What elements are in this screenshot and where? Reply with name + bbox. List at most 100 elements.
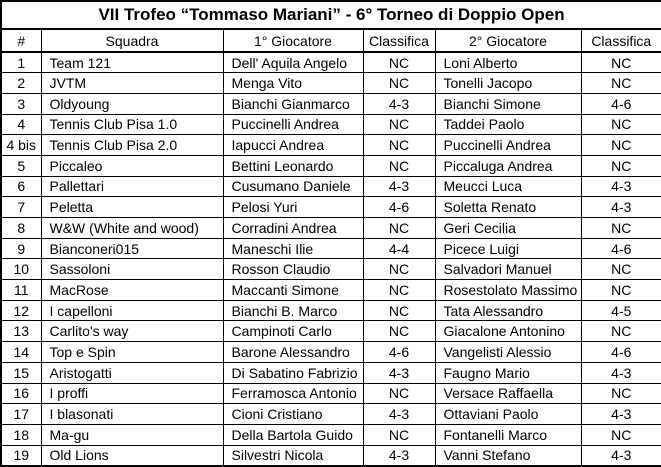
player1-cell: Cioni Cristiano bbox=[222, 403, 364, 425]
player1-cell: Pelosi Yuri bbox=[222, 196, 364, 218]
table-row: 4 bis Tennis Club Pisa 2.0 Iapucci Andrea N… bbox=[0, 134, 661, 156]
player2-cell: Giacalone Antonino bbox=[434, 320, 582, 343]
team-cell: Oldyoung bbox=[40, 92, 224, 115]
ranking2-cell: NC bbox=[580, 113, 661, 136]
column-header-row: # Squadra 1° Giocatore Classifica 2° Gio… bbox=[0, 28, 661, 53]
player2-cell: Meucci Luca bbox=[434, 175, 582, 198]
ranking1-cell: NC bbox=[362, 299, 436, 322]
player1-cell: Rosson Claudio bbox=[222, 258, 364, 281]
team-cell: I blasonati bbox=[40, 403, 224, 425]
ranking1-cell: NC bbox=[362, 72, 436, 94]
ranking2-cell: NC bbox=[580, 217, 661, 239]
player1-cell: Bettini Leonardo bbox=[222, 154, 364, 177]
player1-cell: Dell' Aquila Angelo bbox=[222, 51, 364, 74]
player2-cell: Tonelli Jacopo bbox=[434, 72, 582, 94]
ranking1-cell: NC bbox=[362, 113, 436, 136]
ranking1-cell: 4-3 bbox=[362, 444, 436, 467]
player2-cell: Picece Luigi bbox=[434, 237, 582, 260]
row-number-cell: 11 bbox=[0, 279, 42, 301]
ranking2-cell: NC bbox=[580, 279, 661, 301]
table-row: 1 Team 121 Dell' Aquila Angelo NC Loni Alber… bbox=[0, 51, 661, 74]
column-header-classifica2: Classifica bbox=[580, 28, 661, 53]
player1-cell: Menga Vito bbox=[222, 72, 364, 94]
table-row: 3 Oldyoung Bianchi Gianmarco 4-3 Bianchi Sim… bbox=[0, 92, 661, 115]
table-row: 11 MacRose Maccanti Simone NC Rosestolato Ma… bbox=[0, 279, 661, 301]
table-row: 7 Peletta Pelosi Yuri 4-6 Soletta Renato 4-3 bbox=[0, 196, 661, 218]
player2-cell: Rosestolato Massimo bbox=[434, 279, 582, 301]
ranking2-cell: 4-3 bbox=[580, 196, 661, 218]
player1-cell: Corradini Andrea bbox=[222, 217, 364, 239]
row-number-cell: 7 bbox=[0, 196, 42, 218]
team-cell: I capelloni bbox=[40, 299, 224, 322]
ranking2-cell: 4-6 bbox=[580, 237, 661, 260]
player1-cell: Iapucci Andrea bbox=[222, 134, 364, 156]
row-number-cell: 6 bbox=[0, 175, 42, 198]
table-row: 14 Top e Spin Barone Alessandro 4-6 Vangelis… bbox=[0, 341, 661, 363]
ranking1-cell: 4-3 bbox=[362, 403, 436, 425]
player1-cell: Maneschi Ilie bbox=[222, 237, 364, 260]
table-row: 18 Ma-gu Della Bartola Guido NC Fontanelli M… bbox=[0, 423, 661, 446]
player1-cell: Barone Alessandro bbox=[222, 341, 364, 363]
team-cell: Ma-gu bbox=[40, 423, 224, 446]
player1-cell: Ferramosca Antonio bbox=[222, 382, 364, 405]
ranking2-cell: NC bbox=[580, 258, 661, 281]
team-cell: Top e Spin bbox=[40, 341, 224, 363]
player2-cell: Faugno Mario bbox=[434, 361, 582, 384]
table-body: 1 Team 121 Dell' Aquila Angelo NC Loni Alber… bbox=[0, 51, 661, 467]
ranking1-cell: 4-3 bbox=[362, 92, 436, 115]
ranking2-cell: NC bbox=[580, 382, 661, 405]
ranking1-cell: NC bbox=[362, 279, 436, 301]
page-title: VII Trofeo “Tommaso Mariani” - 6° Torneo… bbox=[0, 0, 661, 30]
ranking2-cell: NC bbox=[580, 320, 661, 343]
team-cell: Carlito's way bbox=[40, 320, 224, 343]
player2-cell: Geri Cecilia bbox=[434, 217, 582, 239]
team-cell: Pallettari bbox=[40, 175, 224, 198]
player2-cell: Vanni Stefano bbox=[434, 444, 582, 467]
ranking2-cell: NC bbox=[580, 51, 661, 74]
row-number-cell: 8 bbox=[0, 217, 42, 239]
row-number-cell: 19 bbox=[0, 444, 42, 467]
ranking2-cell: NC bbox=[580, 154, 661, 177]
row-number-cell: 2 bbox=[0, 72, 42, 94]
player1-cell: Di Sabatino Fabrizio bbox=[222, 361, 364, 384]
row-number-cell: 9 bbox=[0, 237, 42, 260]
row-number-cell: 18 bbox=[0, 423, 42, 446]
ranking1-cell: NC bbox=[362, 154, 436, 177]
row-number-cell: 17 bbox=[0, 403, 42, 425]
player1-cell: Bianchi Gianmarco bbox=[222, 92, 364, 115]
ranking1-cell: NC bbox=[362, 320, 436, 343]
team-cell: Peletta bbox=[40, 196, 224, 218]
player1-cell: Bianchi B. Marco bbox=[222, 299, 364, 322]
column-header-classifica1: Classifica bbox=[362, 28, 436, 53]
table-row: 6 Pallettari Cusumano Daniele 4-3 Meucci Luc… bbox=[0, 175, 661, 198]
ranking1-cell: 4-4 bbox=[362, 237, 436, 260]
player1-cell: Campinoti Carlo bbox=[222, 320, 364, 343]
player2-cell: Taddei Paolo bbox=[434, 113, 582, 136]
table-row: 4 Tennis Club Pisa 1.0 Puccinelli Andrea NC… bbox=[0, 113, 661, 136]
row-number-cell: 4 bis bbox=[0, 134, 42, 156]
table-row: 9 Bianconeri015 Maneschi Ilie 4-4 Picece Lui… bbox=[0, 237, 661, 260]
ranking1-cell: NC bbox=[362, 423, 436, 446]
team-cell: Aristogatti bbox=[40, 361, 224, 384]
player2-cell: Vangelisti Alessio bbox=[434, 341, 582, 363]
ranking2-cell: 4-6 bbox=[580, 341, 661, 363]
table-row: 5 Piccaleo Bettini Leonardo NC Piccaluga And… bbox=[0, 154, 661, 177]
player2-cell: Versace Raffaella bbox=[434, 382, 582, 405]
ranking1-cell: NC bbox=[362, 217, 436, 239]
ranking1-cell: NC bbox=[362, 51, 436, 74]
title-row: VII Trofeo “Tommaso Mariani” - 6° Torneo… bbox=[0, 0, 661, 30]
ranking2-cell: NC bbox=[580, 134, 661, 156]
ranking2-cell: NC bbox=[580, 72, 661, 94]
ranking1-cell: 4-3 bbox=[362, 175, 436, 198]
table-row: 2 JVTM Menga Vito NC Tonelli Jacopo NC bbox=[0, 72, 661, 94]
table-row: 8 W&W (White and wood) Corradini Andrea NC G… bbox=[0, 217, 661, 239]
ranking1-cell: 4-6 bbox=[362, 196, 436, 218]
team-cell: W&W (White and wood) bbox=[40, 217, 224, 239]
row-number-cell: 12 bbox=[0, 299, 42, 322]
player1-cell: Cusumano Daniele bbox=[222, 175, 364, 198]
player2-cell: Tata Alessandro bbox=[434, 299, 582, 322]
player2-cell: Salvadori Manuel bbox=[434, 258, 582, 281]
ranking1-cell: 4-6 bbox=[362, 341, 436, 363]
ranking2-cell: 4-3 bbox=[580, 175, 661, 198]
